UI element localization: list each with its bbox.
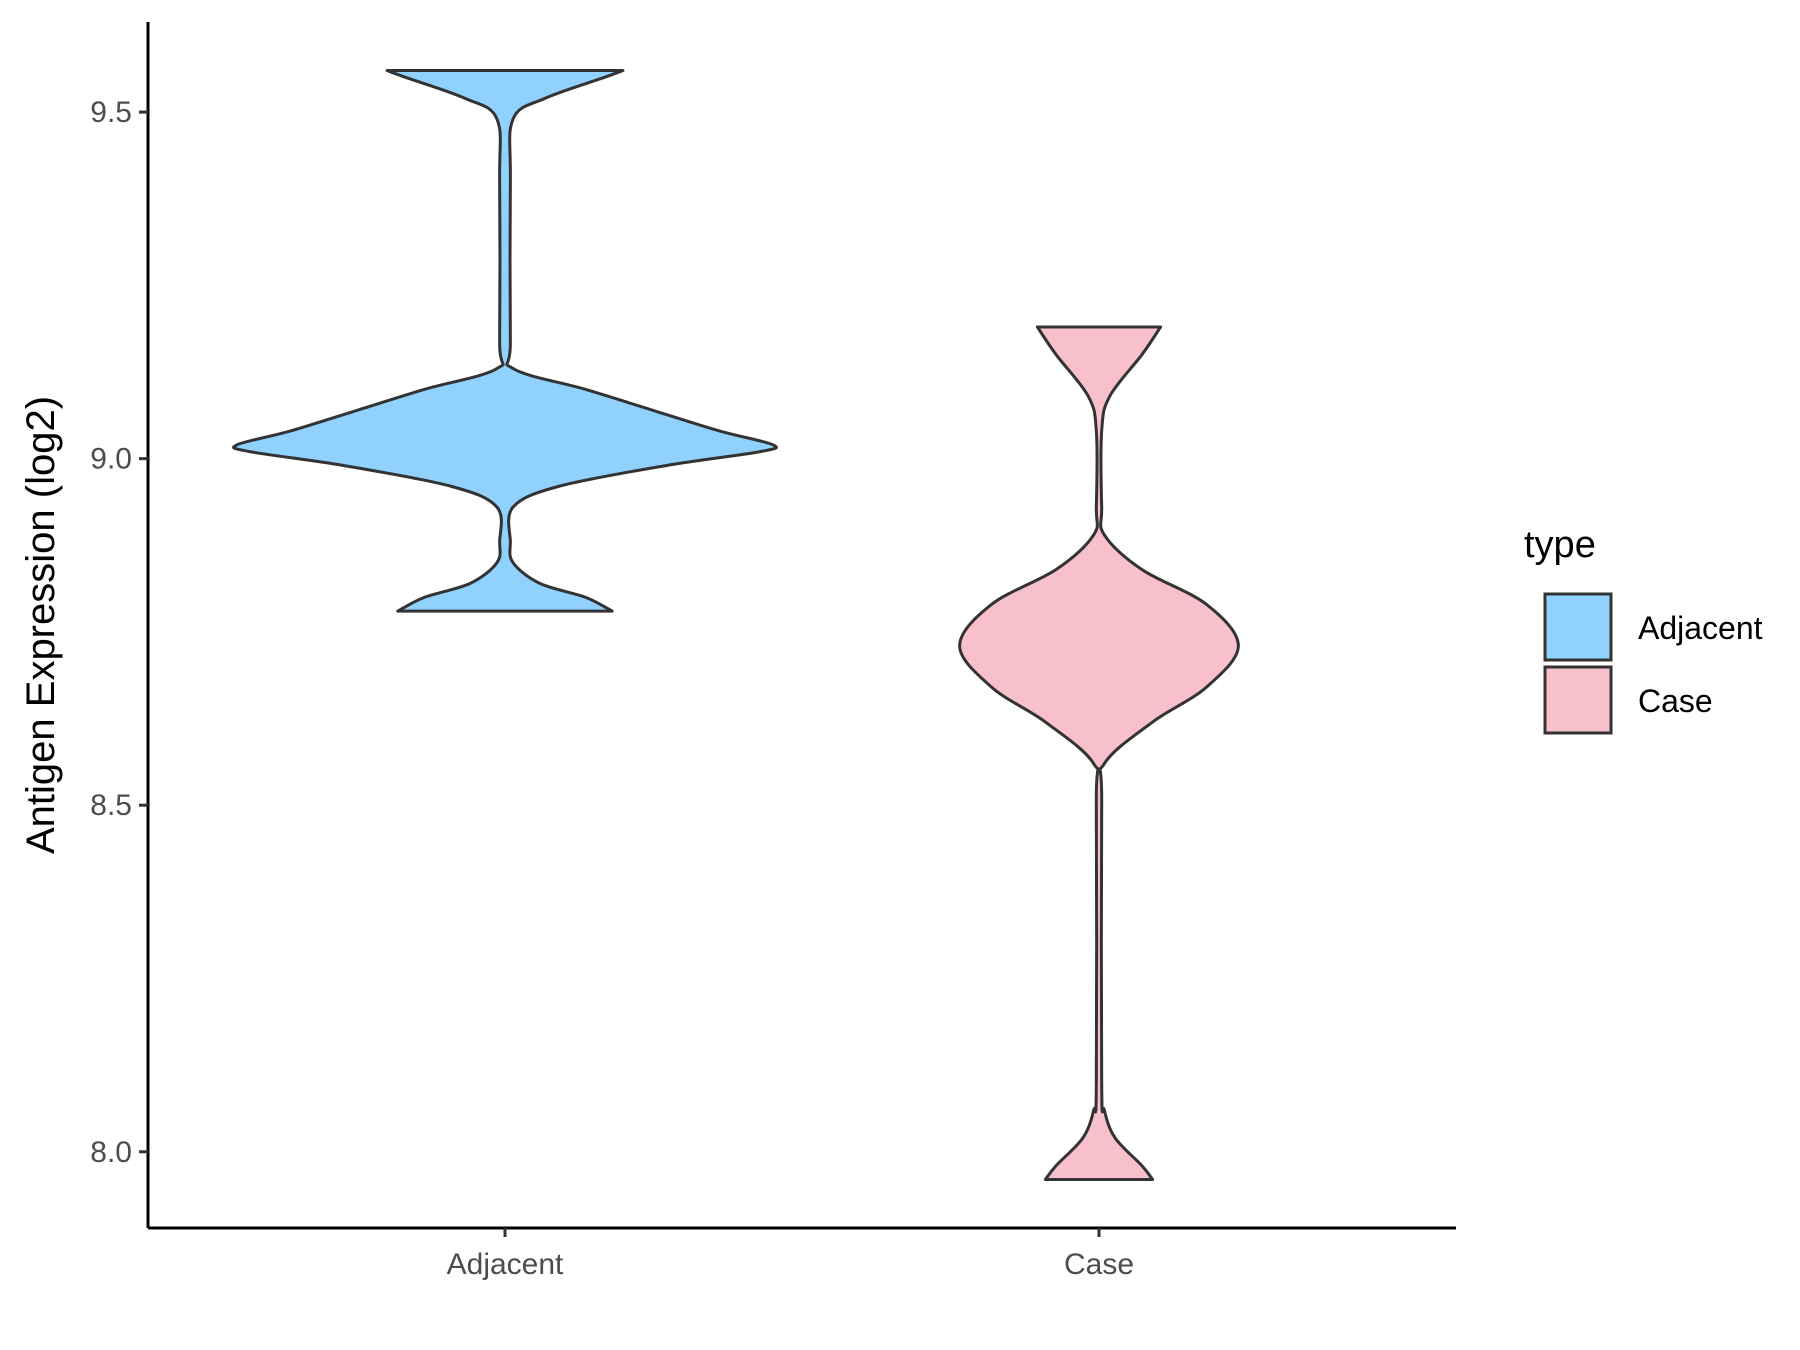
legend-title: type xyxy=(1524,524,1596,566)
axes-layer: 8.0 8.5 9.0 9.5 Adjacent Case xyxy=(90,22,1456,1281)
legend-key-case xyxy=(1543,665,1613,735)
y-ticks: 8.0 8.5 9.0 9.5 xyxy=(90,96,148,1169)
y-tick-label: 9.0 xyxy=(90,443,132,476)
y-tick-label: 8.5 xyxy=(90,789,132,822)
violin-case xyxy=(958,325,1240,1181)
legend: type Adjacent Case xyxy=(1524,524,1763,735)
y-tick-label: 8.0 xyxy=(90,1136,132,1169)
legend-key-adjacent xyxy=(1543,592,1613,662)
y-tick-label: 9.5 xyxy=(90,96,132,129)
x-ticks: Adjacent Case xyxy=(447,1228,1134,1281)
x-tick-label: Case xyxy=(1064,1248,1134,1281)
legend-items: Adjacent Case xyxy=(1543,592,1763,735)
legend-label: Case xyxy=(1638,683,1713,719)
x-tick-label: Adjacent xyxy=(447,1248,564,1281)
violin-layer xyxy=(232,69,1240,1181)
y-axis-title: Antigen Expression (log2) xyxy=(19,396,63,854)
legend-label: Adjacent xyxy=(1638,610,1763,646)
violin-adjacent xyxy=(232,69,778,613)
